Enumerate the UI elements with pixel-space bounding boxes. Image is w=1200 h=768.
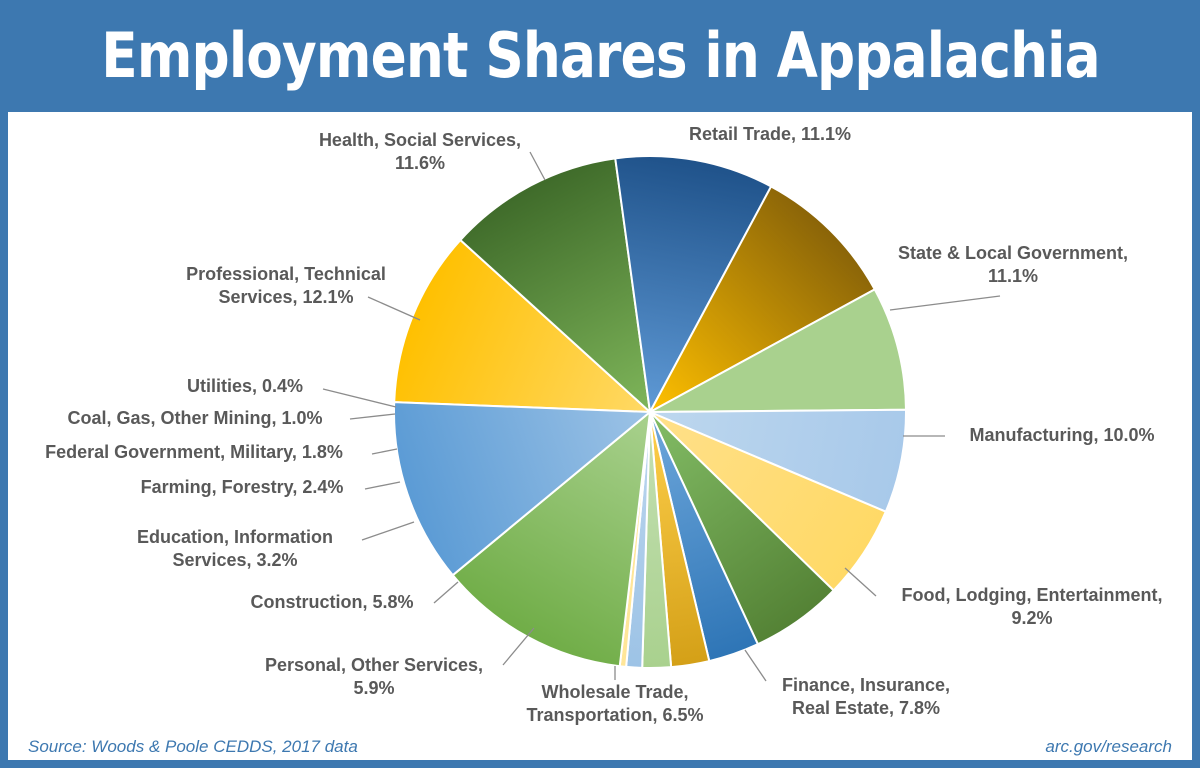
header: Employment Shares in Appalachia	[0, 0, 1200, 110]
slice-label-construction: Construction, 5.8%	[250, 592, 413, 612]
slice-label-food-lodging-entertainment: Food, Lodging, Entertainment, 9.2%	[902, 585, 1163, 628]
leader-line-coal-gas-other-mining	[349, 413, 396, 420]
leader-line-finance-insurance-real-estate	[744, 649, 767, 682]
slice-label-coal-gas-other-mining: Coal, Gas, Other Mining, 1.0%	[67, 408, 322, 428]
leader-line-federal-government-military	[371, 448, 398, 455]
leader-line-education-information-services	[361, 521, 415, 541]
leader-line-construction	[433, 581, 459, 604]
leader-line-professional-technical-services	[367, 296, 421, 321]
slice-label-retail-trade: Retail Trade, 11.1%	[689, 124, 851, 144]
pie-slice-state-local-government	[458, 157, 652, 415]
slice-label-finance-insurance-real-estate: Finance, Insurance, Real Estate, 7.8%	[782, 675, 950, 718]
slice-label-professional-technical-services: Professional, Technical Services, 12.1%	[186, 264, 386, 307]
credit-link[interactable]: arc.gov/research	[1045, 737, 1172, 756]
slice-label-federal-government-military: Federal Government, Military, 1.8%	[45, 442, 343, 462]
slice-label-personal-other-services: Personal, Other Services, 5.9%	[265, 655, 483, 698]
leader-line-food-lodging-entertainment	[844, 567, 877, 597]
leader-line-farming-forestry	[364, 481, 401, 490]
pie-slice-health-social-services	[393, 401, 653, 577]
slice-label-state-local-government: State & Local Government, 11.1%	[898, 243, 1128, 286]
slice-label-farming-forestry: Farming, Forestry, 2.4%	[141, 477, 344, 497]
pie-slice-food-lodging-entertainment	[647, 185, 877, 415]
page-title: Employment Shares in Appalachia	[100, 18, 1100, 92]
leader-line-health-social-services	[529, 151, 546, 181]
leader-line-state-local-government	[889, 295, 1001, 311]
pie-slice-finance-insurance-real-estate	[649, 288, 907, 413]
slice-label-utilities: Utilities, 0.4%	[187, 376, 303, 396]
pie-slice-manufacturing	[614, 155, 773, 416]
leader-line-utilities	[322, 388, 397, 408]
slice-label-education-information-services: Education, Information Services, 3.2%	[137, 527, 333, 570]
pie-slice-retail-trade	[393, 238, 653, 414]
slice-label-manufacturing: Manufacturing, 10.0%	[969, 425, 1154, 445]
slice-label-health-social-services: Health, Social Services, 11.6%	[319, 130, 521, 173]
slice-label-wholesale-trade-transportation: Wholesale Trade, Transportation, 6.5%	[526, 682, 703, 725]
source-note: Source: Woods & Poole CEDDS, 2017 data	[28, 737, 358, 756]
leader-line-personal-other-services	[502, 627, 535, 666]
